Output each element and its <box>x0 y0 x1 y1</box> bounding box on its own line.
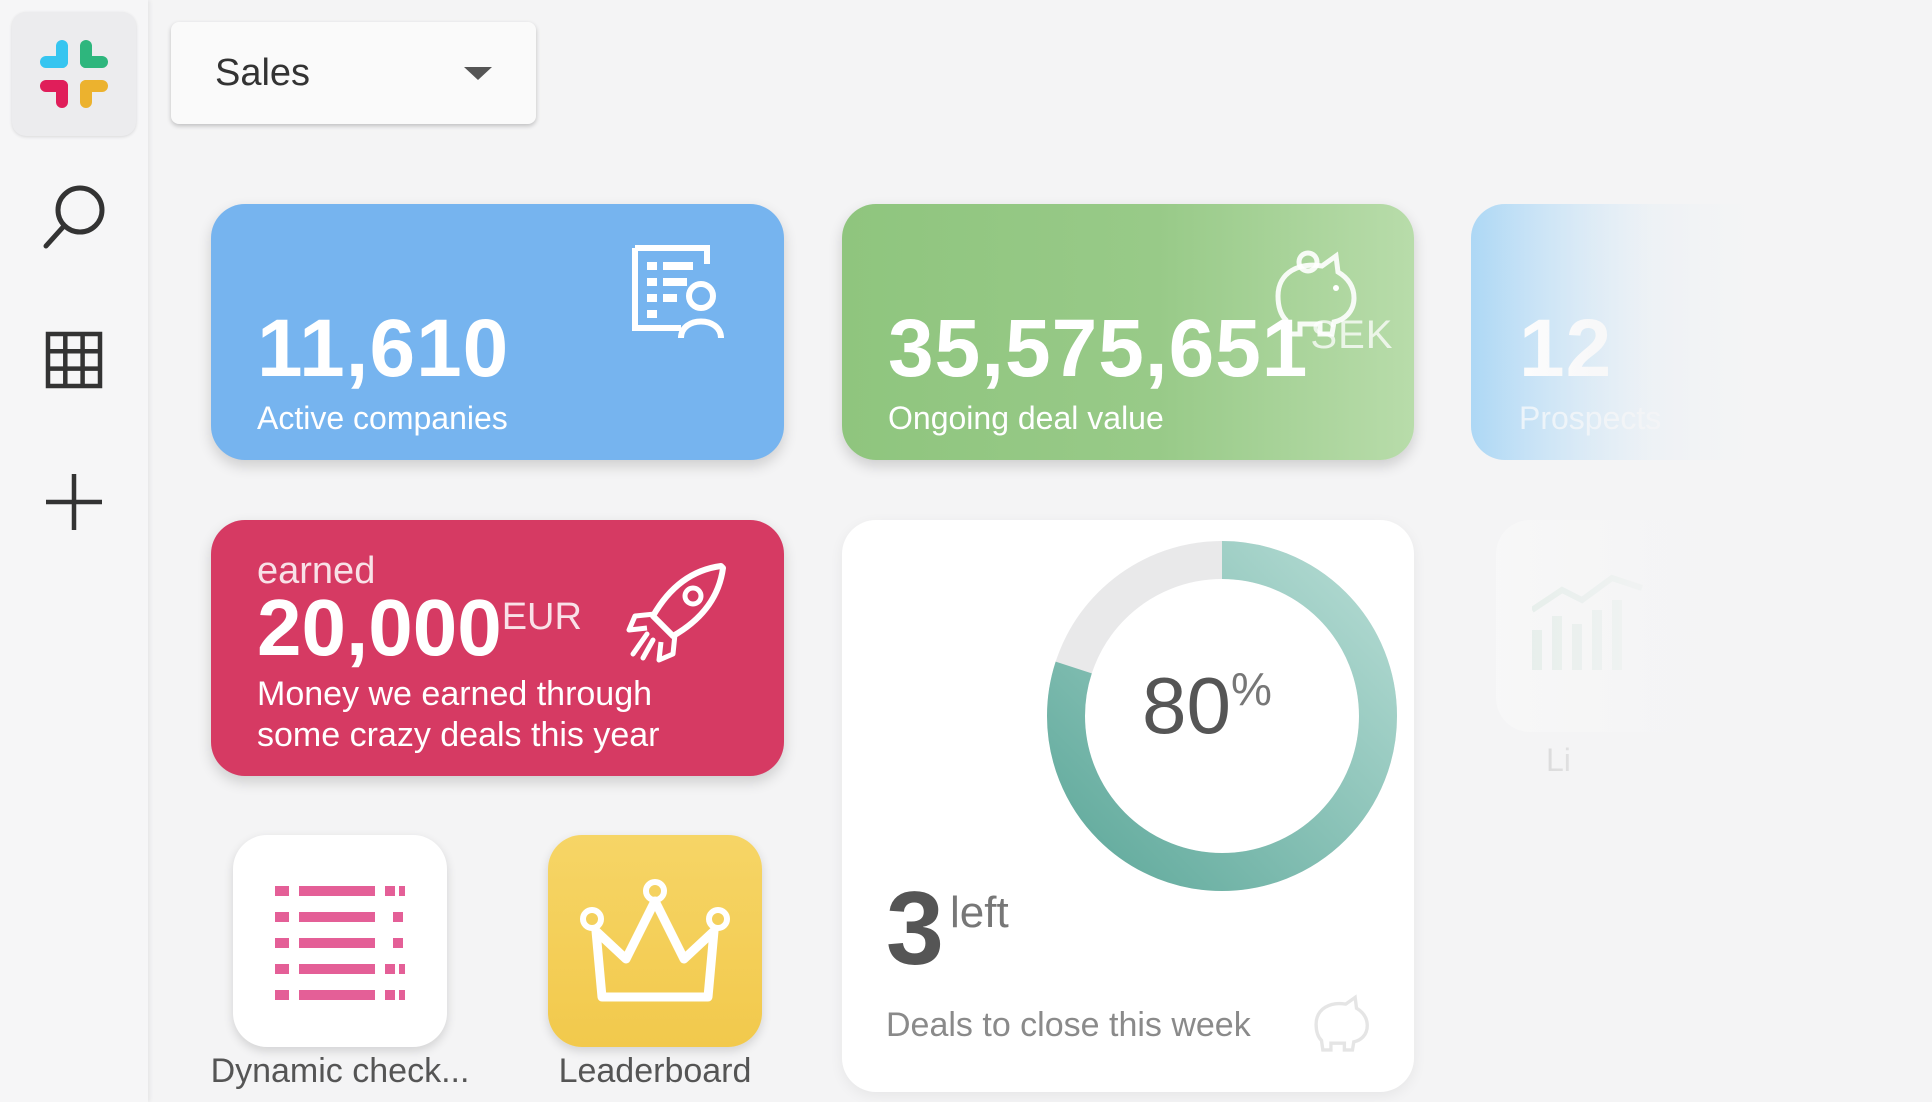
app-leaderboard[interactable] <box>548 835 762 1047</box>
kpi-card-active-companies[interactable]: 11,610 Active companies <box>211 204 784 460</box>
percent-symbol: % <box>1230 663 1272 715</box>
kpi-label: Prospects <box>1519 400 1662 436</box>
deals-left-count: 3 <box>886 871 944 987</box>
deals-to-close-card[interactable]: 80% 3 left Deals to close this week <box>842 520 1414 1092</box>
search-icon[interactable] <box>38 180 110 252</box>
faded-app-label: Li <box>1546 742 1571 778</box>
sidebar <box>0 0 148 1102</box>
kpi-value: 11,610 <box>257 303 510 394</box>
app-label-leaderboard: Leaderboard <box>558 1052 752 1090</box>
earned-number: 20,000 <box>257 583 502 672</box>
slack-logo-icon <box>40 40 108 108</box>
percent-value: 80% <box>1142 660 1272 752</box>
deals-label: Deals to close this week <box>886 1006 1251 1044</box>
company-contact-icon <box>632 245 724 339</box>
workspace-logo-button[interactable] <box>12 12 136 136</box>
progress-ring-arc <box>1047 541 1397 891</box>
piggy-bank-icon <box>1314 994 1369 1052</box>
earned-prefix: earned <box>257 550 376 592</box>
earned-unit: EUR <box>501 596 582 638</box>
plus-icon[interactable] <box>38 466 110 538</box>
chevron-down-icon <box>464 66 492 80</box>
kpi-label: Ongoing deal value <box>888 400 1164 436</box>
percent-number: 80 <box>1142 661 1231 750</box>
faded-app-tile[interactable] <box>1496 520 1710 732</box>
dashboard-select-value: Sales <box>215 51 311 94</box>
crown-icon <box>580 879 730 1002</box>
app-label-dynamic-checklist: Dynamic check... <box>210 1052 470 1090</box>
kpi-card-prospects[interactable]: 12 Prospects <box>1471 204 1771 460</box>
rocket-icon <box>626 563 726 663</box>
progress-ring <box>1047 541 1397 891</box>
grid-icon[interactable] <box>38 324 110 396</box>
checklist-icon <box>275 886 405 1000</box>
kpi-unit: SEK <box>1310 312 1394 357</box>
line-chart-icon <box>1532 574 1643 670</box>
kpi-label: Active companies <box>257 400 508 436</box>
earned-card[interactable]: earned 20,000EUR Money we earned through… <box>211 520 784 776</box>
dashboard-select[interactable]: Sales <box>171 22 536 124</box>
earned-label: Money we earned through some crazy deals… <box>257 675 660 754</box>
kpi-value: 35,575,651SEK <box>888 302 1393 396</box>
kpi-number: 35,575,651 <box>888 303 1309 394</box>
app-dynamic-checklist[interactable] <box>233 835 447 1047</box>
kpi-value: 12 <box>1519 303 1613 394</box>
kpi-card-ongoing-deal-value[interactable]: 35,575,651SEK Ongoing deal value <box>842 204 1414 460</box>
deals-left-suffix: left <box>950 888 1009 937</box>
piggy-bank-icon <box>1275 250 1357 337</box>
earned-value: 20,000EUR <box>257 582 582 674</box>
